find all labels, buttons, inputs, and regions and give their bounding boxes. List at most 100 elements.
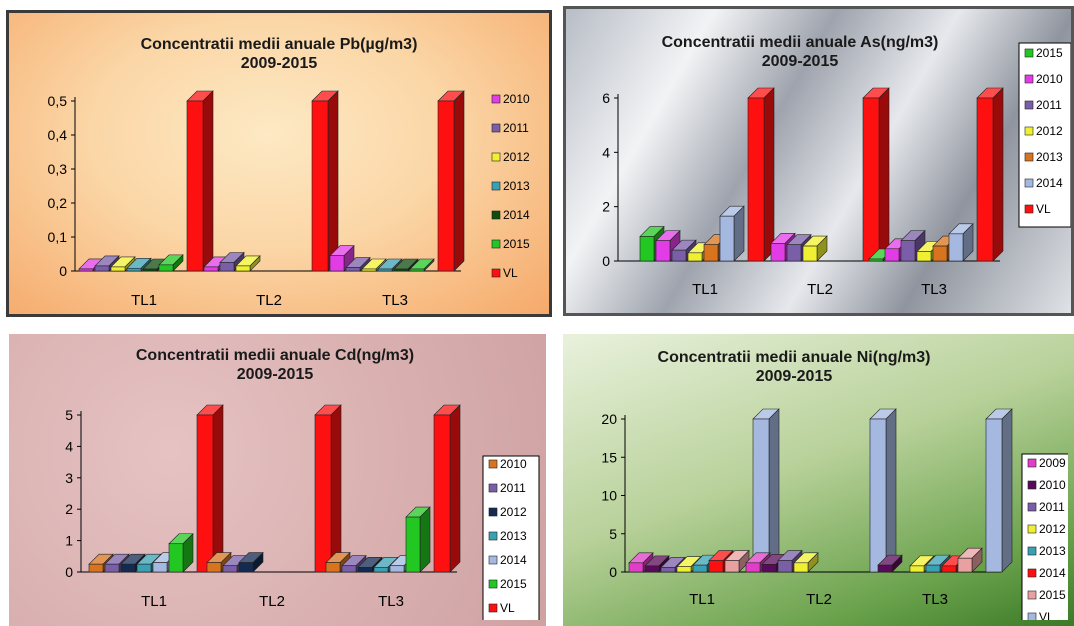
chart-cd: Concentratii medii anuale Cd(ng/m3) 2009-… [65,347,540,620]
legend-swatch [1027,458,1037,468]
bar-front [802,245,818,262]
y-tick-label: 3 [65,470,73,486]
bar-front [687,252,703,262]
bar-tl3-2010 [877,554,903,573]
chart-title: Concentratii medii anuale Cd(ng/m3) [136,347,414,364]
y-tick-label: 20 [601,411,617,427]
bar-front [357,566,373,573]
legend-swatch [1027,612,1037,620]
y-tick-label: 0,3 [48,161,68,177]
legend-swatch [1027,568,1037,578]
bar-front [373,566,389,573]
bar-tl2-2012 [238,551,264,573]
x-category-label: TL2 [807,281,833,298]
y-tick-label: 10 [601,488,617,504]
legend-swatch [1024,152,1034,162]
legend-label: 2011 [503,121,529,135]
bar-front [925,564,941,573]
bar-front [361,268,377,272]
legend-swatch [1024,204,1034,214]
y-tick-label: 0,2 [48,195,68,211]
legend-label: 2010 [1036,72,1063,86]
bar-front [142,268,158,272]
chart-pb: Concentratii medii anuale Pb(µg/m3) 2009-… [48,36,530,309]
y-tick-label: 6 [602,90,610,106]
bar-tl3-2011 [345,256,371,272]
legend-swatch [1024,178,1034,188]
legend-label: 2014 [503,208,530,222]
bar-side [453,90,465,272]
y-tick-label: 0,5 [48,93,68,109]
legend-label: 2011 [1036,98,1062,112]
chart-panel-pb: Concentratii medii anuale Pb(µg/m3) 2009-… [6,10,552,317]
legend-label: 2013 [1039,544,1066,558]
x-category-label: TL3 [382,292,408,309]
x-category-label: TL1 [131,292,157,309]
bar-front [409,268,425,272]
bar-side [449,404,461,573]
bar-front [671,249,687,262]
bar-tl3-2015 [957,547,983,573]
bar-front [78,268,94,272]
bar-tl2-2012 [793,552,819,573]
bar-front [238,562,254,573]
chart-as: Concentratii medii anuale As(ng/m3) 2009-… [602,34,1071,298]
chart-subtitle: 2009-2015 [756,368,833,385]
bar-front [314,414,332,573]
legend-label: VL [1036,202,1051,216]
bar-front [644,565,660,573]
bar-side [768,408,780,573]
bar-side [885,408,897,573]
legend-label: 2011 [1039,500,1065,514]
bar-tl3-2015 [405,506,431,573]
legend-swatch [488,507,498,517]
bar-front [341,565,357,573]
bar-front [186,100,204,272]
bar-side [992,87,1004,262]
y-tick-label: 0 [65,564,73,580]
chart-panel-cd: Concentratii medii anuale Cd(ng/m3) 2009-… [9,334,546,626]
bar-front [692,564,708,573]
bar-front [377,268,393,272]
bar-tl3-2014 [948,223,974,262]
legend-label: 2015 [500,577,527,591]
bar-tl1-vl [186,90,214,272]
legend-label: 2010 [500,457,527,471]
bar-side [212,404,224,573]
bar-side [763,87,775,262]
legend-swatch [491,94,501,104]
y-tick-label: 1 [65,533,73,549]
y-tick-label: 0,1 [48,229,68,245]
bar-front [786,244,802,262]
legend-label: VL [1039,610,1054,620]
legend-label: 2014 [500,553,527,567]
bar-front [206,562,222,573]
legend-swatch [488,459,498,469]
bar-front [389,565,405,573]
bar-tl3-vl [985,408,1013,573]
chart-panel-ni: Concentratii medii anuale Ni(ng/m3) 2009-… [563,334,1074,626]
x-category-label: TL3 [378,593,404,610]
legend-swatch [488,531,498,541]
x-category-label: TL3 [921,281,947,298]
bar-front [94,265,110,272]
y-tick-label: 4 [602,144,610,160]
y-tick-label: 0,4 [48,127,68,143]
bar-front [884,248,900,262]
bar-front [393,268,409,272]
legend-swatch [1027,590,1037,600]
bar-tl1-2013 [126,257,152,272]
bar-front [235,265,251,272]
bar-front [329,255,345,272]
legend-label: 2012 [503,150,530,164]
legend-swatch [1024,74,1034,84]
legend-swatch [491,268,501,278]
bar-front [745,562,761,573]
bar-front [948,233,964,262]
bar-side [330,404,342,573]
chart-subtitle: 2009-2015 [241,55,318,72]
bar-tl1-2015 [168,533,194,573]
bar-front [311,100,329,272]
y-tick-label: 2 [65,501,73,517]
legend-swatch [1024,48,1034,58]
